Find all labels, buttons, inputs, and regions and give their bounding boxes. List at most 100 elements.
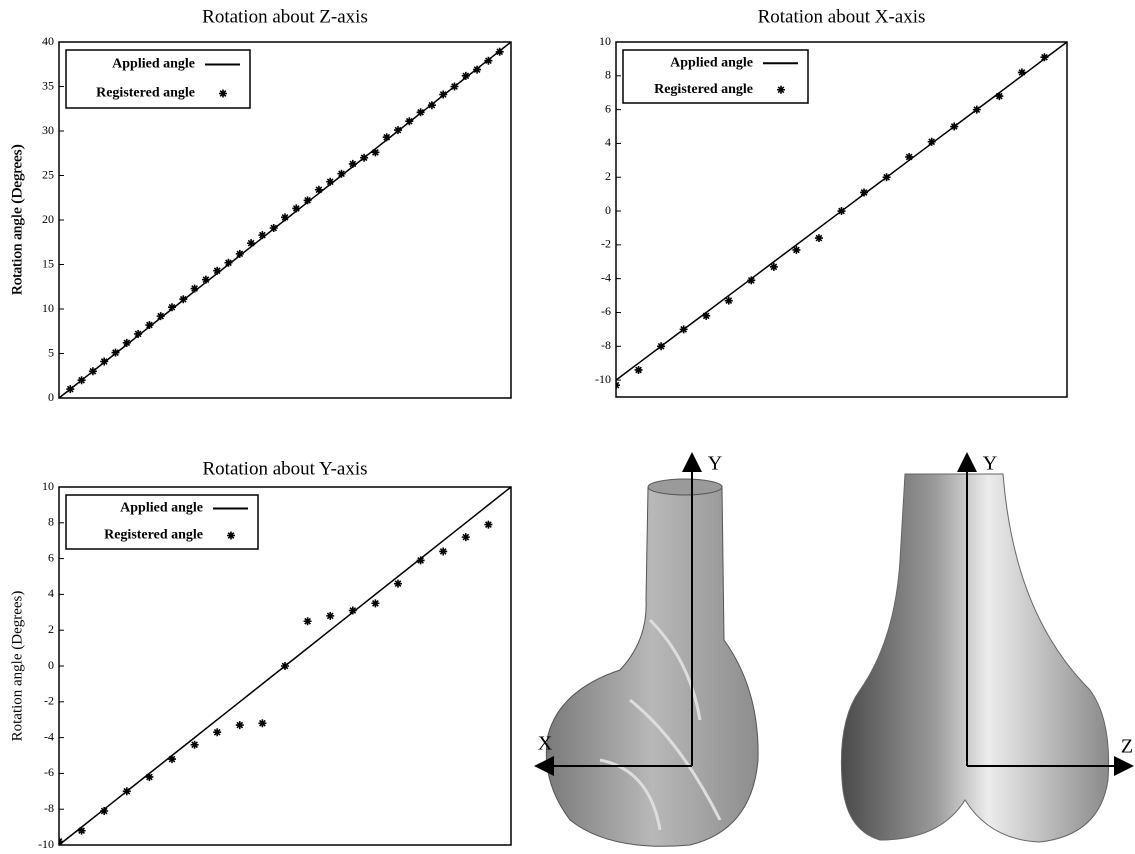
legend-label: Registered angle (104, 528, 203, 543)
registered-point (815, 234, 823, 242)
y-tick-label: 0 (48, 390, 54, 404)
registered-point (213, 267, 221, 275)
y-tick-label: 4 (48, 586, 54, 600)
y-tick-label: -4 (601, 270, 611, 284)
registered-point (383, 133, 391, 141)
registered-point (66, 385, 74, 393)
registered-point (702, 312, 710, 320)
registered-point (428, 101, 436, 109)
y-tick-label: 5 (48, 345, 54, 359)
y-tick-label: 8 (48, 515, 54, 529)
registered-point (202, 276, 210, 284)
registered-point (680, 325, 688, 333)
registered-point (484, 521, 492, 529)
registered-point (100, 807, 108, 815)
registered-point (496, 48, 504, 56)
y-axis-label: Rotation angle (Degrees) (9, 591, 25, 742)
y-tick-label: -6 (601, 304, 611, 318)
y-tick-label: 10 (599, 34, 611, 48)
y-tick-label: 8 (605, 68, 611, 82)
registered-point (145, 773, 153, 781)
registered-point (394, 126, 402, 134)
y-tick-label: 20 (42, 212, 54, 226)
figure: X Y Y Z Rotation about Z-axisRotation an… (0, 0, 1135, 854)
registered-point (236, 250, 244, 258)
y-tick-label: 10 (42, 301, 54, 315)
registered-point (635, 366, 643, 374)
legend-marker (227, 532, 235, 540)
registered-point (281, 662, 289, 670)
registered-point (462, 72, 470, 80)
chart-title: Rotation about Z-axis (202, 6, 368, 27)
y-tick-label: 2 (48, 622, 54, 636)
registered-point (112, 349, 120, 357)
registered-point (292, 204, 300, 212)
registered-point (371, 148, 379, 156)
registered-point (168, 755, 176, 763)
registered-point (157, 312, 165, 320)
legend-marker (777, 86, 785, 94)
legend-label: Applied angle (120, 501, 203, 516)
y-tick-label: 4 (605, 135, 611, 149)
registered-point (134, 330, 142, 338)
legend-marker (219, 90, 227, 98)
y-tick-label: -8 (44, 801, 54, 815)
bone-front (841, 474, 1108, 842)
y-tick-label: 10 (42, 479, 54, 493)
registered-point (349, 160, 357, 168)
y-tick-label: 35 (42, 78, 54, 92)
chart-title: Rotation about Y-axis (203, 458, 368, 479)
legend-label: Applied angle (112, 57, 195, 72)
registered-point (439, 91, 447, 99)
registered-point (417, 556, 425, 564)
registered-point (78, 827, 86, 835)
registered-point (883, 173, 891, 181)
y-tick-label: -6 (44, 765, 54, 779)
y-tick-label: 2 (605, 169, 611, 183)
y-tick-label: -10 (595, 372, 611, 386)
registered-point (258, 719, 266, 727)
axis-letter: Y (708, 453, 722, 475)
registered-point (270, 224, 278, 232)
registered-point (349, 607, 357, 615)
registered-point (405, 117, 413, 125)
axis-letter: Y (983, 453, 997, 475)
y-tick-label: 6 (605, 101, 611, 115)
registered-point (338, 170, 346, 178)
y-tick-label: 0 (48, 658, 54, 672)
registered-point (484, 57, 492, 65)
registered-point (747, 276, 755, 284)
y-tick-label: -10 (38, 837, 54, 851)
registered-point (451, 83, 459, 91)
registered-point (304, 617, 312, 625)
bone-side (546, 479, 758, 846)
registered-point (191, 741, 199, 749)
registered-point (258, 231, 266, 239)
registered-point (950, 123, 958, 131)
registered-point (657, 342, 665, 350)
registered-point (995, 92, 1003, 100)
registered-point (168, 303, 176, 311)
registered-point (417, 108, 425, 116)
registered-point (1040, 53, 1048, 61)
registered-point (371, 599, 379, 607)
registered-point (236, 721, 244, 729)
registered-point (928, 138, 936, 146)
registered-point (360, 154, 368, 162)
registered-point (179, 295, 187, 303)
y-tick-label: 25 (42, 167, 54, 181)
registered-point (394, 580, 402, 588)
registered-point (770, 263, 778, 271)
axis-letter: Z (1121, 736, 1133, 758)
y-tick-label: -8 (601, 338, 611, 352)
y-tick-label: 6 (48, 550, 54, 564)
registered-point (905, 153, 913, 161)
registered-point (281, 213, 289, 221)
registered-point (213, 728, 221, 736)
registered-point (123, 339, 131, 347)
y-tick-label: -2 (44, 694, 54, 708)
y-tick-label: 0 (605, 203, 611, 217)
y-axis-label: Rotation angle (Degrees) (9, 144, 25, 295)
y-tick-label: 15 (42, 256, 54, 270)
registered-point (326, 612, 334, 620)
